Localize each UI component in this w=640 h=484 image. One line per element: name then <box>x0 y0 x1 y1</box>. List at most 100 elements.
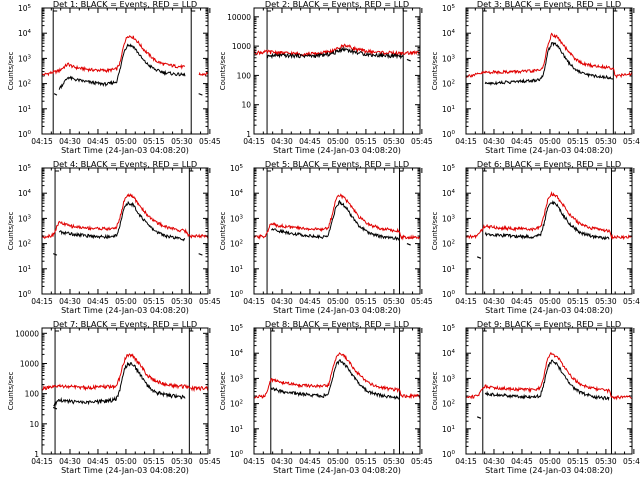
y-tick-label: 104 <box>442 189 456 198</box>
y-tick-label: 105 <box>442 4 456 13</box>
x-tick-label: 04:15 <box>243 297 265 306</box>
lld-series-line <box>41 353 209 393</box>
x-tick-label: 04:30 <box>483 297 505 306</box>
y-tick-label: 105 <box>18 164 32 173</box>
y-tick-label: 1000 <box>20 359 39 368</box>
x-tick-label: 05:00 <box>327 457 349 466</box>
x-tick-label: 05:30 <box>383 137 405 146</box>
y-tick-label: 101 <box>18 265 31 274</box>
x-tick-label: 04:15 <box>455 137 477 146</box>
events-fragment <box>53 93 58 96</box>
x-tick-label: 05:45 <box>411 137 433 146</box>
x-tick-label: 04:15 <box>455 457 477 466</box>
y-tick-label: 102 <box>442 240 455 249</box>
x-tick-label: 04:45 <box>511 457 533 466</box>
x-tick-label: 04:30 <box>59 137 81 146</box>
x-tick-label: 05:45 <box>411 297 433 306</box>
events-series-line <box>484 200 610 241</box>
panel-det-9: Det 9: BLACK = Events, RED = LLD 100 101 10… <box>431 319 640 475</box>
y-tick-label: 100 <box>18 290 32 299</box>
y-tick-label: 100 <box>442 290 456 299</box>
x-tick-label: 05:15 <box>143 137 165 146</box>
x-tick-label: 05:45 <box>623 137 640 146</box>
lld-series-line <box>465 351 633 401</box>
y-tick-label: 100 <box>442 450 456 459</box>
x-tick-label: 05:45 <box>199 457 221 466</box>
y-tick-label: 102 <box>230 240 243 249</box>
axes-frame <box>253 7 421 135</box>
y-tick-label: 101 <box>230 265 243 274</box>
x-tick-label: 04:45 <box>511 297 533 306</box>
lld-series-line <box>253 352 421 400</box>
x-tick-label: 04:15 <box>31 457 53 466</box>
x-tick-label: 04:45 <box>299 457 321 466</box>
y-tick-label: 104 <box>230 189 244 198</box>
events-fragment <box>406 243 411 246</box>
y-tick-label: 105 <box>442 164 456 173</box>
y-tick-label: 10000 <box>227 13 251 22</box>
x-tick-label: 05:00 <box>115 457 137 466</box>
y-tick-label: 102 <box>442 80 455 89</box>
panel-det-3: Det 3: BLACK = Events, RED = LLD 100 101 10… <box>431 0 640 155</box>
x-tick-label: 05:30 <box>383 297 405 306</box>
y-tick-label: 100 <box>442 130 456 139</box>
y-tick-label: 105 <box>442 324 456 333</box>
panel-title: Det 8: BLACK = Events, RED = LLD <box>265 319 409 329</box>
x-axis-label: Start Time (24-Jan-03 04:08:20) <box>273 466 401 475</box>
y-tick-label: 1 <box>34 450 39 459</box>
axes-frame <box>465 7 633 135</box>
x-tick-label: 05:15 <box>567 297 589 306</box>
x-axis-label: Start Time (24-Jan-03 04:08:20) <box>61 146 189 155</box>
y-tick-label: 104 <box>18 189 32 198</box>
y-tick-label: 10 <box>241 101 251 110</box>
y-tick-label: 101 <box>18 105 31 114</box>
x-tick-label: 05:30 <box>171 297 193 306</box>
panel-det-6: Det 6: BLACK = Events, RED = LLD 100 101 10… <box>431 159 640 315</box>
x-tick-label: 04:15 <box>31 297 53 306</box>
y-axis-label: Counts/sec <box>219 212 227 251</box>
x-tick-label: 04:45 <box>87 137 109 146</box>
y-tick-label: 104 <box>442 29 456 38</box>
x-tick-label: 04:45 <box>299 297 321 306</box>
lld-series-line <box>465 32 633 79</box>
y-tick-label: 103 <box>18 54 32 63</box>
y-tick-label: 103 <box>18 214 32 223</box>
y-tick-label: 10 <box>29 420 39 429</box>
y-tick-label: 103 <box>442 54 456 63</box>
panel-title: Det 7: BLACK = Events, RED = LLD <box>53 319 197 329</box>
y-tick-label: 100 <box>25 390 40 399</box>
y-tick-label: 103 <box>442 374 456 383</box>
x-tick-label: 04:30 <box>271 457 293 466</box>
y-tick-label: 100 <box>230 290 244 299</box>
events-fragment <box>406 58 411 62</box>
panel-title: Det 5: BLACK = Events, RED = LLD <box>265 159 409 169</box>
y-tick-label: 105 <box>230 324 244 333</box>
x-tick-label: 04:30 <box>59 297 81 306</box>
x-tick-label: 04:15 <box>243 457 265 466</box>
y-tick-label: 101 <box>442 105 455 114</box>
x-axis-label: Start Time (24-Jan-03 04:08:20) <box>61 306 189 315</box>
y-axis-label: Counts/sec <box>431 52 439 91</box>
events-series-line <box>484 41 614 86</box>
x-tick-label: 04:45 <box>87 457 109 466</box>
y-axis-label: Counts/sec <box>431 372 439 411</box>
x-tick-label: 04:30 <box>483 457 505 466</box>
panel-title: Det 2: BLACK = Events, RED = LLD <box>265 0 409 9</box>
panel-title: Det 1: BLACK = Events, RED = LLD <box>53 0 197 9</box>
x-tick-label: 05:15 <box>567 137 589 146</box>
x-tick-label: 05:30 <box>171 137 193 146</box>
panel-title: Det 6: BLACK = Events, RED = LLD <box>477 159 621 169</box>
y-tick-label: 102 <box>230 400 243 409</box>
events-series-line <box>266 46 404 60</box>
x-tick-label: 05:00 <box>115 137 137 146</box>
y-tick-label: 104 <box>230 349 244 358</box>
axes-frame <box>465 327 633 455</box>
x-tick-label: 04:30 <box>271 297 293 306</box>
x-tick-label: 04:30 <box>483 137 505 146</box>
x-tick-label: 05:15 <box>567 457 589 466</box>
y-tick-label: 104 <box>18 29 32 38</box>
x-tick-label: 05:15 <box>355 457 377 466</box>
y-tick-label: 104 <box>442 349 456 358</box>
axes-frame <box>41 7 209 135</box>
